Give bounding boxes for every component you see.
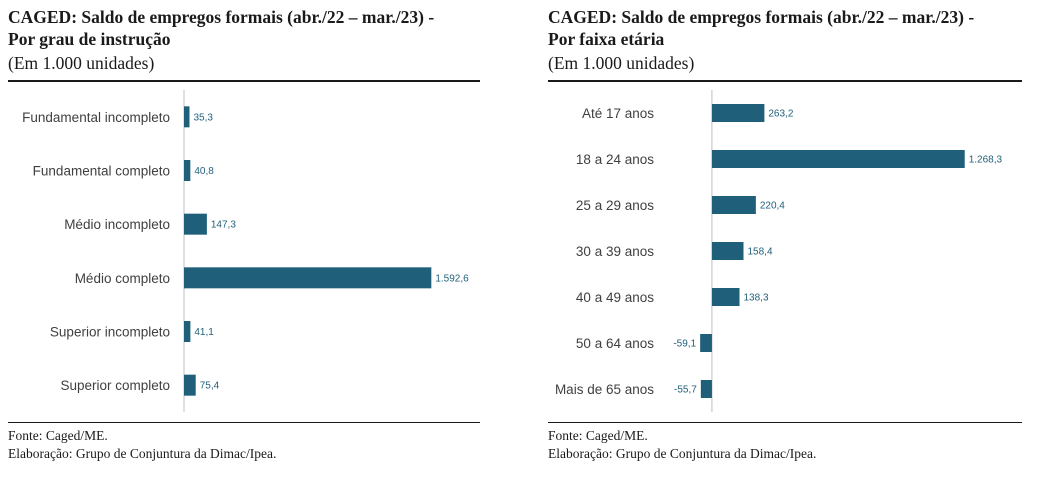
bar (184, 267, 432, 289)
value-label: 35,3 (193, 112, 213, 123)
chart-title: CAGED: Saldo de empregos formais (abr./2… (548, 7, 975, 49)
source-note: Fonte: Caged/ME. (548, 428, 648, 443)
value-label: -59,1 (673, 339, 696, 350)
bar (711, 196, 756, 214)
value-label: 220,4 (760, 201, 785, 212)
category-label: Superior incompleto (50, 325, 170, 340)
chart-unit: (Em 1.000 unidades) (548, 53, 695, 73)
credit-note: Elaboração: Grupo de Conjuntura da Dimac… (548, 446, 817, 461)
bar (711, 150, 965, 168)
top-rule (8, 80, 480, 82)
value-label: -55,7 (674, 385, 697, 396)
bar (711, 288, 740, 306)
top-rule (548, 80, 1022, 82)
bar (711, 242, 744, 260)
category-label: Médio completo (75, 271, 170, 286)
category-label: 40 a 49 anos (576, 290, 654, 305)
value-label: 40,8 (194, 166, 214, 177)
chart-title: CAGED: Saldo de empregos formais (abr./2… (8, 7, 435, 49)
bar-chart-age: Até 17 anos 263,2 18 a 24 anos 1.268,3 25 a … (548, 84, 1022, 420)
bar (700, 334, 712, 352)
value-label: 263,2 (768, 109, 793, 120)
category-label: 30 a 39 anos (576, 244, 654, 259)
bar-chart-svg: Até 17 anos 263,2 18 a 24 anos 1.268,3 25 a … (555, 90, 1003, 412)
bottom-rule (548, 422, 1022, 423)
bar-chart-education: Fundamental incompleto 35,3 Fundamental co… (8, 84, 480, 420)
bar (711, 104, 765, 122)
bar (184, 106, 190, 128)
value-label: 1.592,6 (435, 273, 469, 284)
bar-chart-svg: Fundamental incompleto 35,3 Fundamental co… (22, 90, 469, 412)
value-label: 158,4 (748, 247, 773, 258)
chart-panel-age: CAGED: Saldo de empregos formais (abr./2… (548, 0, 1022, 488)
value-label: 41,1 (194, 327, 214, 338)
category-label: 50 a 64 anos (576, 336, 654, 351)
value-label: 147,3 (211, 220, 236, 231)
category-label: Médio incompleto (64, 217, 170, 232)
category-label: Fundamental incompleto (22, 110, 170, 125)
category-label: Mais de 65 anos (555, 382, 654, 397)
value-label: 1.268,3 (969, 155, 1003, 166)
category-label: 25 a 29 anos (576, 198, 654, 213)
value-label: 138,3 (743, 293, 768, 304)
category-label: Superior completo (60, 378, 170, 393)
bar (184, 321, 191, 342)
bar (184, 374, 196, 396)
chart-panel-education: CAGED: Saldo de empregos formais (abr./2… (8, 0, 480, 488)
bar (184, 213, 207, 235)
source-note: Fonte: Caged/ME. (8, 428, 108, 443)
category-label: Até 17 anos (582, 106, 654, 121)
category-label: 18 a 24 anos (576, 152, 654, 167)
value-label: 75,4 (200, 381, 220, 392)
bar (184, 160, 191, 181)
credit-note: Elaboração: Grupo de Conjuntura da Dimac… (8, 446, 277, 461)
category-label: Fundamental completo (33, 164, 170, 179)
bar (700, 380, 712, 398)
bottom-rule (8, 422, 480, 423)
chart-unit: (Em 1.000 unidades) (8, 53, 155, 73)
